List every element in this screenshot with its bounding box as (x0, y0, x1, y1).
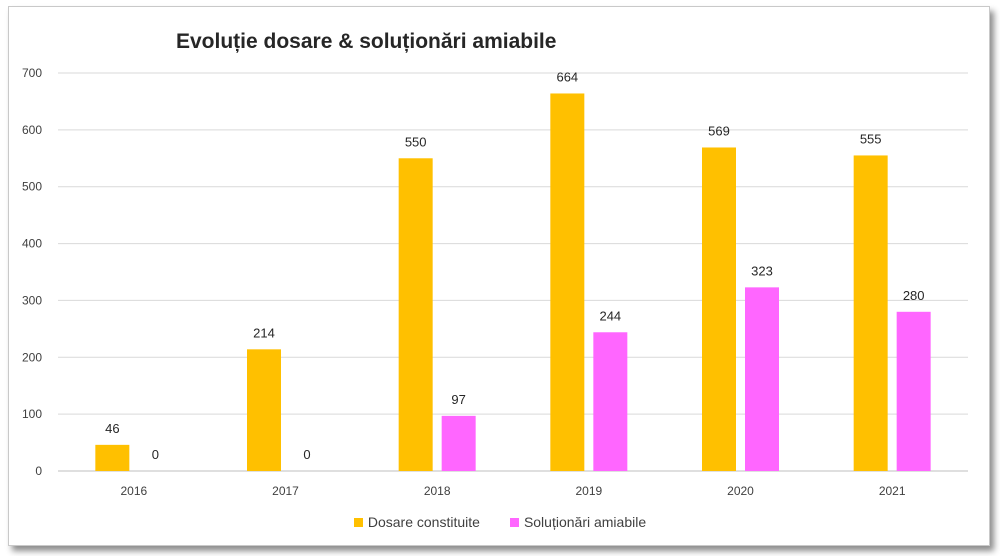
data-label: 280 (903, 288, 925, 303)
x-tick-label: 2021 (879, 484, 906, 498)
y-tick-label: 300 (22, 293, 42, 307)
data-label: 664 (556, 69, 578, 84)
x-tick-label: 2016 (120, 484, 147, 498)
bar-dosare-2020 (702, 147, 736, 472)
legend: Dosare constituite Soluționări amiabile (0, 514, 1000, 530)
legend-item-dosare: Dosare constituite (353, 514, 480, 530)
chart-title: Evoluție dosare & soluționări amiabile (176, 30, 557, 53)
bar-dosare-2018 (398, 158, 433, 472)
legend-item-solutionari: Soluționări amiabile (509, 514, 647, 530)
gridlines (58, 72, 968, 472)
legend-label-solutionari: Soluționări amiabile (523, 514, 647, 530)
y-tick-label: 500 (22, 180, 42, 194)
bar-solutionari-2019 (593, 332, 628, 471)
y-tick-label: 100 (22, 407, 42, 421)
y-tick-label: 0 (35, 464, 42, 478)
bars (95, 93, 931, 472)
data-label: 323 (751, 263, 773, 278)
x-tick-label: 2020 (727, 484, 754, 498)
x-tick-label: 2017 (272, 484, 299, 498)
y-tick-label: 200 (22, 350, 42, 364)
x-tick-label: 2018 (424, 484, 451, 498)
y-tick-label: 600 (22, 123, 42, 137)
data-label: 569 (708, 123, 730, 138)
x-axis: 2016 2017 2018 2019 2020 2021 (120, 484, 905, 498)
legend-swatch-dosare (353, 517, 363, 527)
legend-label-dosare: Dosare constituite (367, 514, 480, 530)
data-label: 214 (253, 325, 275, 340)
legend-swatch-solutionari (509, 517, 519, 527)
data-label: 0 (152, 447, 159, 462)
y-axis: 0 100 200 300 400 500 600 700 (22, 66, 42, 478)
data-label: 0 (303, 447, 310, 462)
y-tick-label: 700 (22, 66, 42, 80)
bar-dosare-2016 (95, 444, 130, 471)
data-label: 97 (451, 392, 465, 407)
y-tick-label: 400 (22, 237, 42, 251)
bar-solutionari-2018 (441, 415, 476, 471)
bar-dosare-2017 (247, 349, 281, 471)
bar-dosare-2021 (853, 155, 888, 471)
bar-solutionari-2021 (896, 311, 931, 471)
data-labels: 46 0 214 0 550 97 664 244 569 323 555 280 (105, 69, 924, 462)
x-tick-label: 2019 (575, 484, 602, 498)
bar-dosare-2019 (550, 93, 585, 472)
data-label: 46 (105, 421, 119, 436)
chart-frame (8, 6, 990, 546)
data-label: 555 (860, 131, 882, 146)
bar-solutionari-2020 (745, 287, 779, 471)
data-label: 244 (599, 308, 621, 323)
data-label: 550 (405, 134, 427, 149)
